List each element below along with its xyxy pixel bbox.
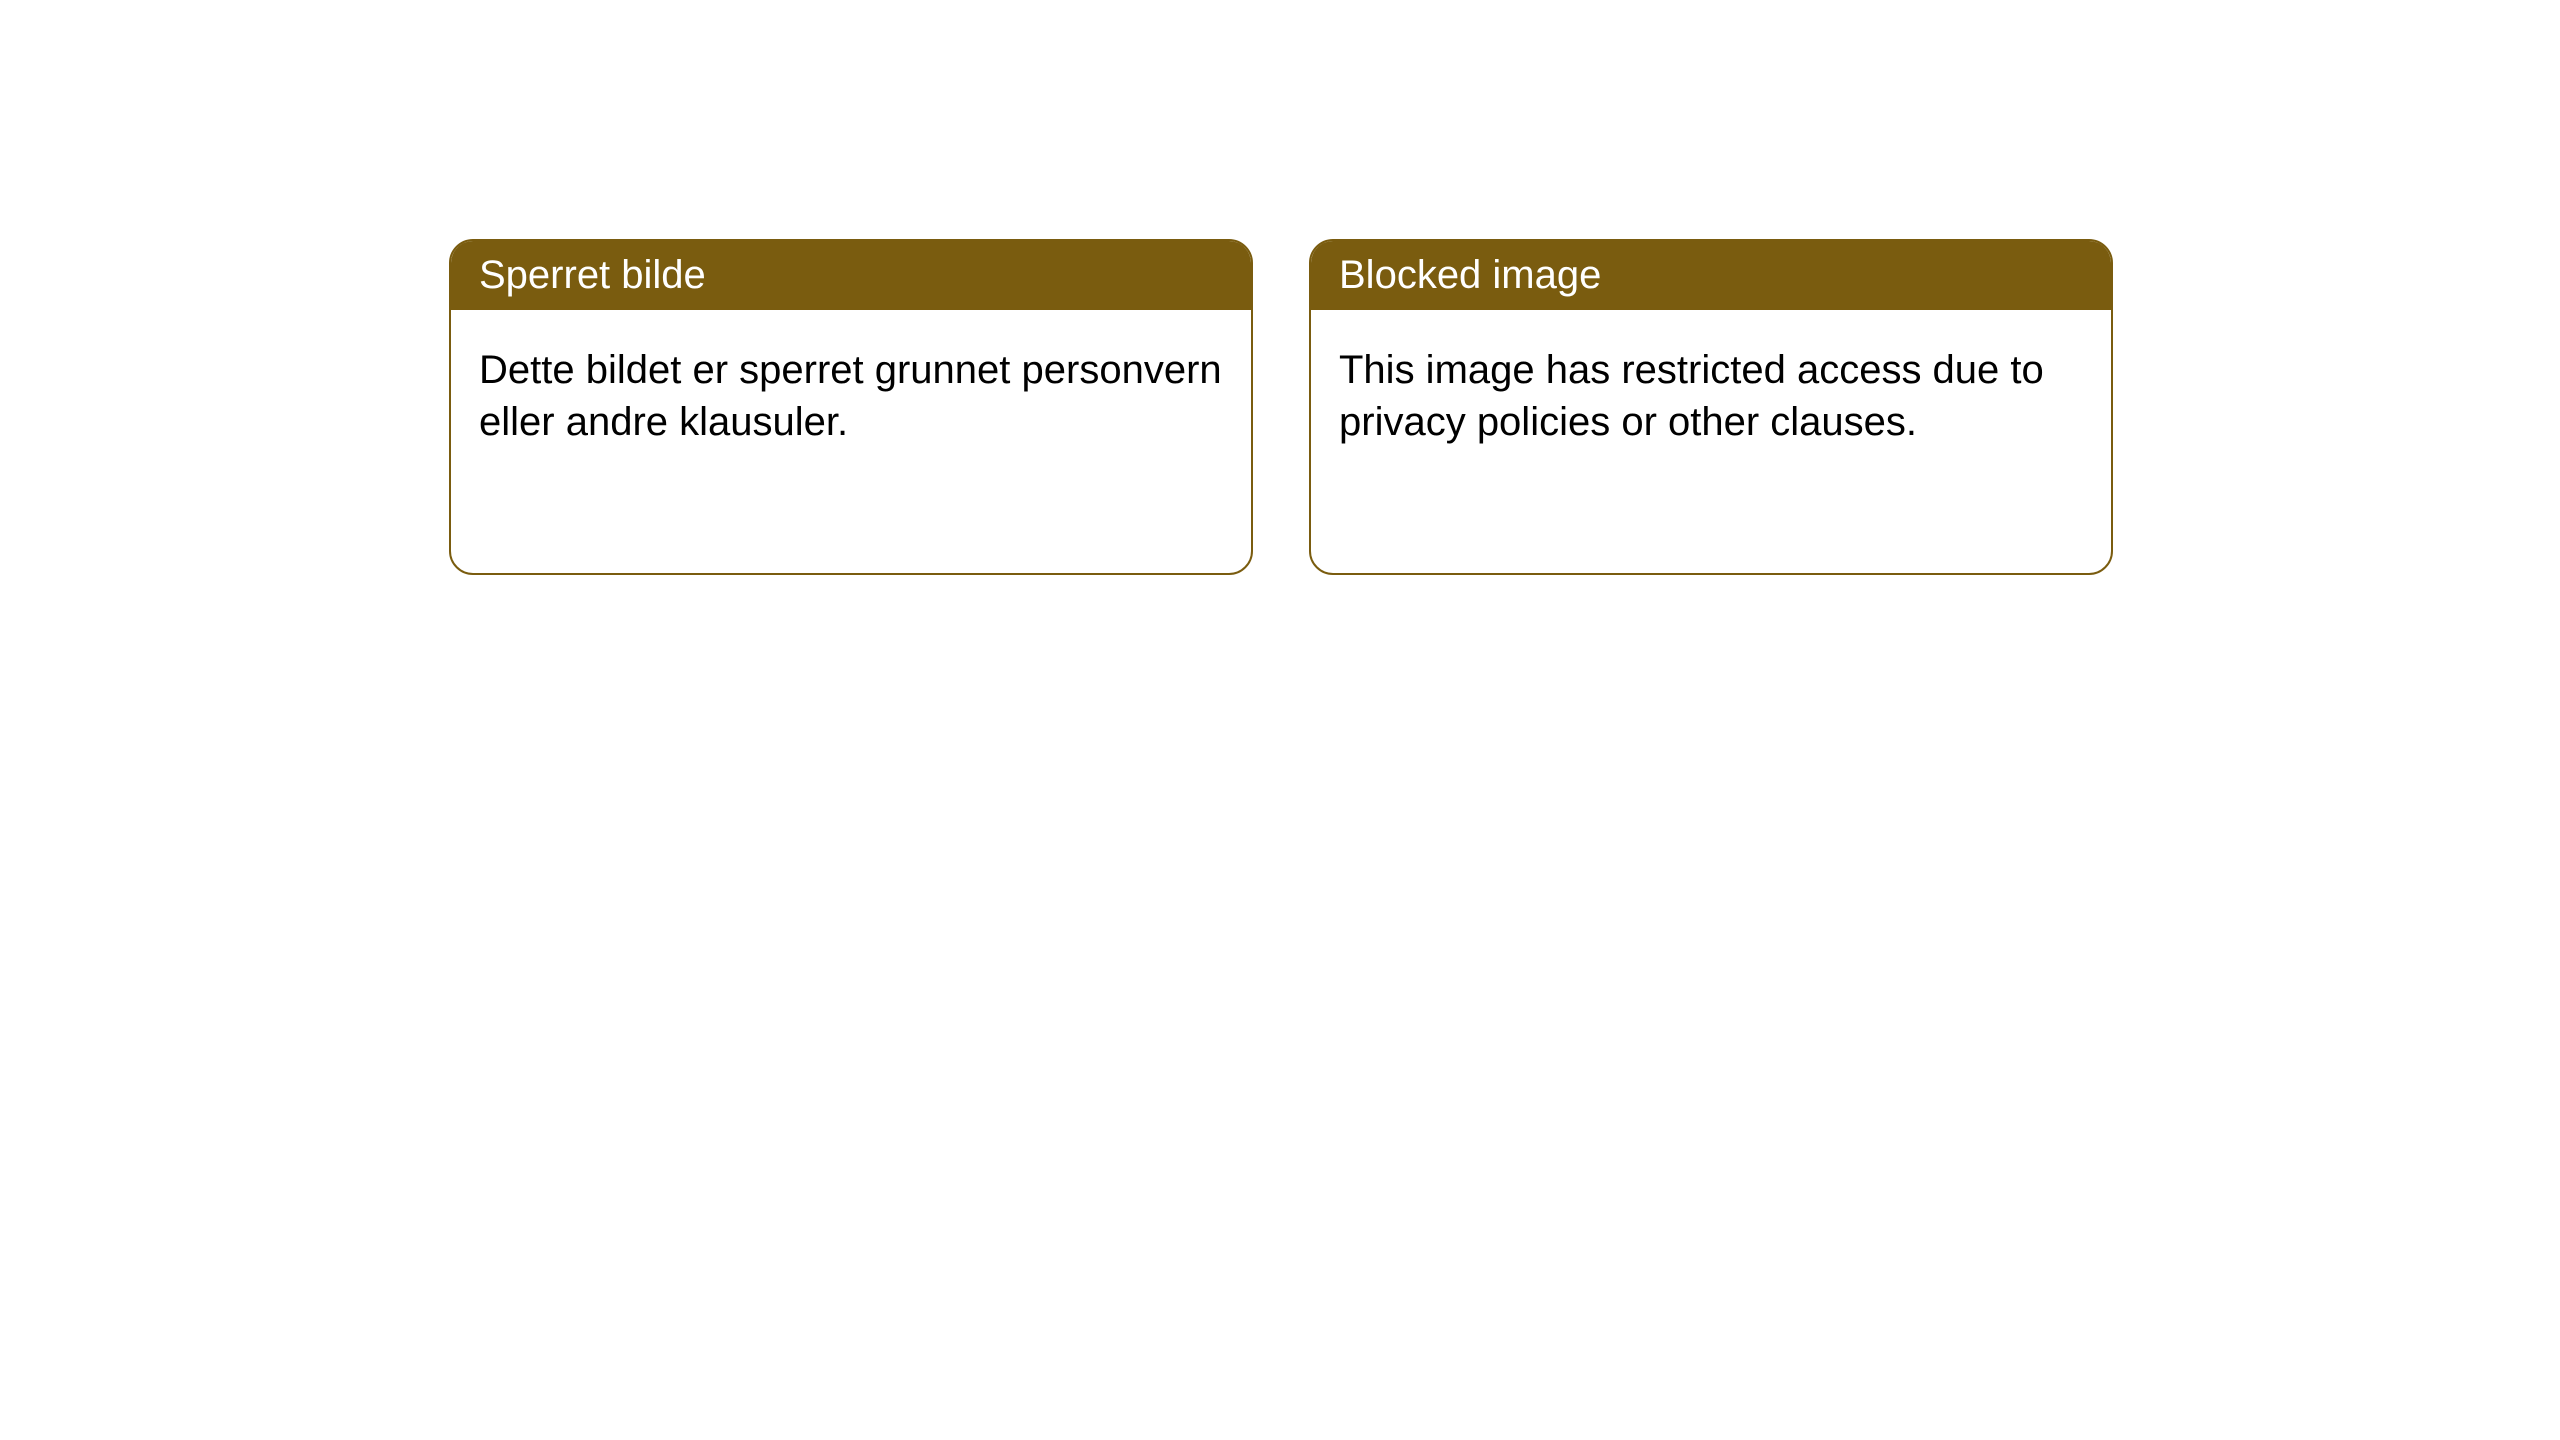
notice-header: Sperret bilde xyxy=(451,241,1251,310)
notice-header: Blocked image xyxy=(1311,241,2111,310)
notice-card-english: Blocked image This image has restricted … xyxy=(1309,239,2113,575)
notice-card-norwegian: Sperret bilde Dette bildet er sperret gr… xyxy=(449,239,1253,575)
notice-container: Sperret bilde Dette bildet er sperret gr… xyxy=(449,239,2113,575)
notice-title: Sperret bilde xyxy=(479,253,706,297)
notice-body: This image has restricted access due to … xyxy=(1311,310,2111,482)
notice-body-text: This image has restricted access due to … xyxy=(1339,348,2044,444)
notice-body: Dette bildet er sperret grunnet personve… xyxy=(451,310,1251,482)
notice-title: Blocked image xyxy=(1339,253,1601,297)
notice-body-text: Dette bildet er sperret grunnet personve… xyxy=(479,348,1222,444)
